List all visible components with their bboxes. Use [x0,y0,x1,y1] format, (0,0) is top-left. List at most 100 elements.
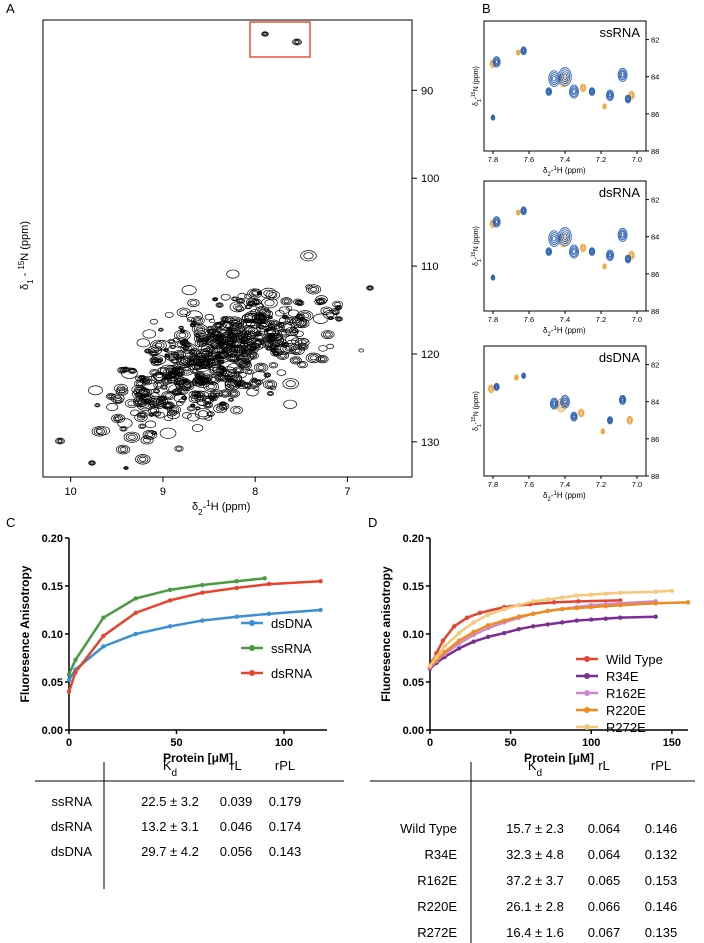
x-tick-label: 100 [582,737,600,749]
nmr-peak-contour [125,433,138,442]
blue-peak-contour [608,418,612,422]
panel-a-frame [42,19,413,478]
orange-peak-contour [580,84,586,92]
table-cell: 0.064 [588,847,621,862]
nmr-peak-contour [142,429,158,440]
nmr-peak-contour [207,329,221,338]
nmr-peak-contour [257,365,265,370]
nmr-peak-contour [174,340,186,349]
blue-peak-contour [547,89,551,94]
nmr-peak-contour [166,410,181,420]
spectrum-x-label: δ2-1H (ppm) [543,166,586,178]
nmr-peak-contour [274,325,283,331]
nmr-peak-contour [151,351,156,356]
nmr-peak-contour [285,380,296,388]
nmr-peak-contour [306,284,322,295]
nmr-peak-contour [243,318,250,323]
nmr-peak-contour [214,324,221,329]
nmr-peak-contour [280,343,297,355]
nmr-peak-contour [242,318,250,324]
table-row-label: R220E [417,899,457,914]
x-tick-label: 9 [160,486,166,498]
table-cell: 0.174 [269,819,302,834]
nmr-peak-contour [276,369,287,376]
nmr-peak-contour [148,412,155,417]
nmr-peak-contour [149,413,154,417]
nmr-peak-contour [283,315,287,319]
data-point [545,622,550,627]
blue-peak-contour [572,249,576,254]
nmr-peak-contour [222,317,227,321]
data-point [262,576,267,581]
nmr-peak-contour [232,407,241,413]
blue-peak-contour [625,255,631,263]
nmr-peak-contour [119,447,127,452]
data-point [516,627,521,632]
orange-peak-contour [581,245,585,250]
nmr-peak-contour [256,323,270,333]
nmr-peak-contour [174,351,185,358]
nmr-peak-contour [282,378,299,390]
blue-peak-contour [522,374,525,377]
nmr-peak-contour [205,382,217,391]
orange-peak-contour [601,429,605,434]
nmr-peak-contour [133,386,150,398]
nmr-peak-contour [220,401,226,406]
nmr-peak-contour [204,415,213,421]
nmr-peak-contour [244,293,252,299]
nmr-peak-contour [179,329,186,334]
y-tick-label: 0.15 [403,581,424,593]
data-point [589,592,594,597]
nmr-peak-contour [219,401,227,407]
nmr-peak-contour [265,373,270,377]
nmr-peak-contour [167,338,176,345]
data-point [618,603,623,608]
nmr-peak-contour [277,328,291,338]
data-point [501,630,507,636]
label-part: 15 [471,91,477,97]
nmr-peak-contour [261,297,278,309]
nmr-peak-contour [229,390,239,397]
nmr-peak-contour [140,435,154,445]
nmr-peak-contour [275,309,285,317]
blue-peak-contour [608,253,612,258]
nmr-peak-contour [252,299,261,305]
nmr-peak-contour [336,317,342,321]
y-tick-label: 0.00 [42,725,63,737]
nmr-peak-contour [207,384,215,390]
nmr-peak-contour [247,327,258,334]
x-tick-label: 0 [427,737,433,749]
nmr-peak-contour [244,312,261,324]
y-tick-label: 84 [651,398,659,407]
orange-peak-contour [578,409,584,417]
x-tick-label: 10 [65,486,77,498]
nmr-peak-contour [181,330,185,333]
nmr-peak-contour [282,298,291,305]
nmr-peak-contour [297,339,307,346]
nmr-peak-contour [191,390,201,397]
nmr-peak-contour [88,385,103,396]
data-point [451,624,457,629]
nmr-peak-contour [255,364,267,372]
nmr-peak-contour [358,348,364,353]
nmr-peak-contour [150,351,158,356]
x-tick-label: 7.2 [596,155,606,164]
legend-label: dsRNA [271,666,313,681]
spectrum-frame [483,345,647,477]
table-header-1: Kd [528,758,542,779]
legend-marker [249,620,255,626]
nmr-peak-contour [160,376,173,385]
panel-d-table: Kd rL rPL Wild Type 15.7 ± 2.3 0.064 0.146 R34E… [370,758,695,943]
nmr-peak-contour [246,369,253,374]
nmr-peak-contour [268,333,274,338]
label-part: - [473,96,480,99]
nmr-peak-contour [191,404,195,407]
label-part: 1 [553,166,557,172]
data-point [66,677,72,683]
nmr-peak-contour [174,445,184,452]
nmr-peak-contour [179,326,183,329]
nmr-peak-contour [208,364,226,376]
table-row-label: R162E [417,873,457,888]
legend-marker [584,690,590,696]
